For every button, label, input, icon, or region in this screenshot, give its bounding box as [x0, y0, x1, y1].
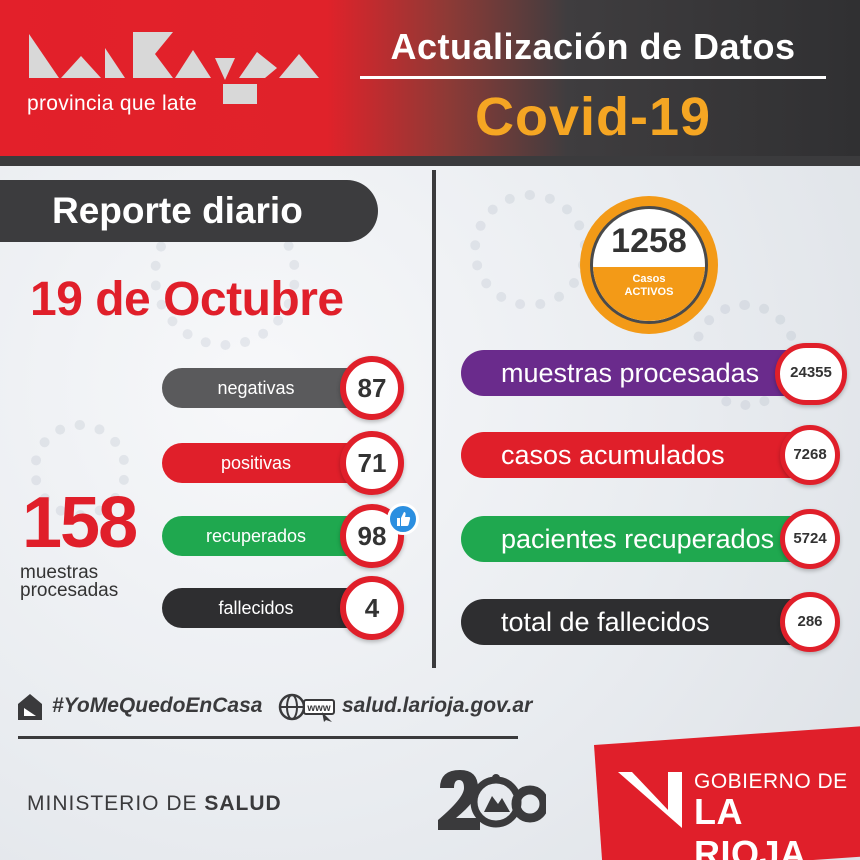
stat-value: 87	[340, 356, 404, 420]
thumbs-up-icon	[387, 503, 419, 535]
www-label: www	[306, 703, 331, 714]
title-divider	[360, 76, 826, 79]
stat-value: 7268	[780, 425, 840, 485]
active-cases-badge	[590, 206, 708, 324]
stat-pacientes-recuperados: pacientes recuperados	[461, 516, 821, 562]
stat-label: total de fallecidos	[501, 607, 710, 637]
la-rioja-logo	[29, 32, 319, 104]
column-divider	[432, 170, 436, 668]
government-logo-icon	[618, 772, 682, 828]
virus-decoration	[470, 190, 590, 310]
report-title: Reporte diario	[52, 190, 303, 231]
stat-label: muestras procesadas	[501, 358, 760, 388]
footer-divider	[18, 736, 518, 739]
stat-value: 5724	[780, 509, 840, 569]
stat-label: casos acumulados	[501, 440, 725, 470]
active-cases-fill	[593, 267, 705, 321]
stat-label: negativas	[217, 378, 295, 398]
report-title-pill	[0, 180, 378, 242]
stat-label: pacientes recuperados	[501, 524, 775, 554]
active-cases-label-line2: ACTIVOS	[624, 286, 674, 298]
active-cases-label: Casos ACTIVOS	[590, 273, 708, 299]
stat-label: recuperados	[205, 526, 307, 546]
stat-value: 286	[780, 592, 840, 652]
globe-www-icon: www	[278, 693, 335, 722]
daily-total-label-line1: muestras	[20, 562, 99, 583]
stat-value: 71	[340, 431, 404, 495]
ministry-label: MINISTERIO DE SALUD	[27, 792, 282, 816]
stat-label: positivas	[220, 453, 292, 473]
daily-total-label: muestras procesadas	[20, 562, 119, 601]
government-line1: GOBIERNO DE	[694, 770, 848, 793]
stat-label: fallecidos	[218, 598, 294, 618]
ministry-prefix: MINISTERIO DE	[27, 792, 205, 815]
stat-total-fallecidos: total de fallecidos	[461, 599, 821, 645]
logo-tagline: provincia que late	[27, 92, 198, 115]
stat-value: 24355	[775, 343, 847, 405]
page-subtitle: Covid-19	[474, 87, 712, 147]
daily-total-value: 158	[22, 483, 138, 563]
header-banner	[0, 0, 860, 160]
home-icon	[18, 694, 42, 720]
government-line2: LA RIOJA	[694, 791, 807, 860]
ministry-bold: SALUD	[204, 792, 282, 815]
virus-decoration	[30, 420, 130, 520]
website-link[interactable]: salud.larioja.gov.ar	[342, 694, 533, 717]
page-title: Actualización de Datos	[390, 26, 796, 67]
header-divider	[0, 156, 860, 166]
stat-muestras-procesadas: muestras procesadas	[461, 350, 821, 396]
report-date: 19 de Octubre	[30, 273, 344, 326]
stat-casos-acumulados: casos acumulados	[461, 432, 821, 478]
hashtag: #YoMeQuedoEnCasa	[52, 694, 263, 717]
daily-total-label-line2: procesadas	[20, 580, 119, 601]
active-cases-value: 1258	[611, 222, 687, 260]
stat-value: 4	[340, 576, 404, 640]
active-cases-label-line1: Casos	[632, 273, 666, 285]
bicentennial-emblem	[438, 770, 546, 830]
